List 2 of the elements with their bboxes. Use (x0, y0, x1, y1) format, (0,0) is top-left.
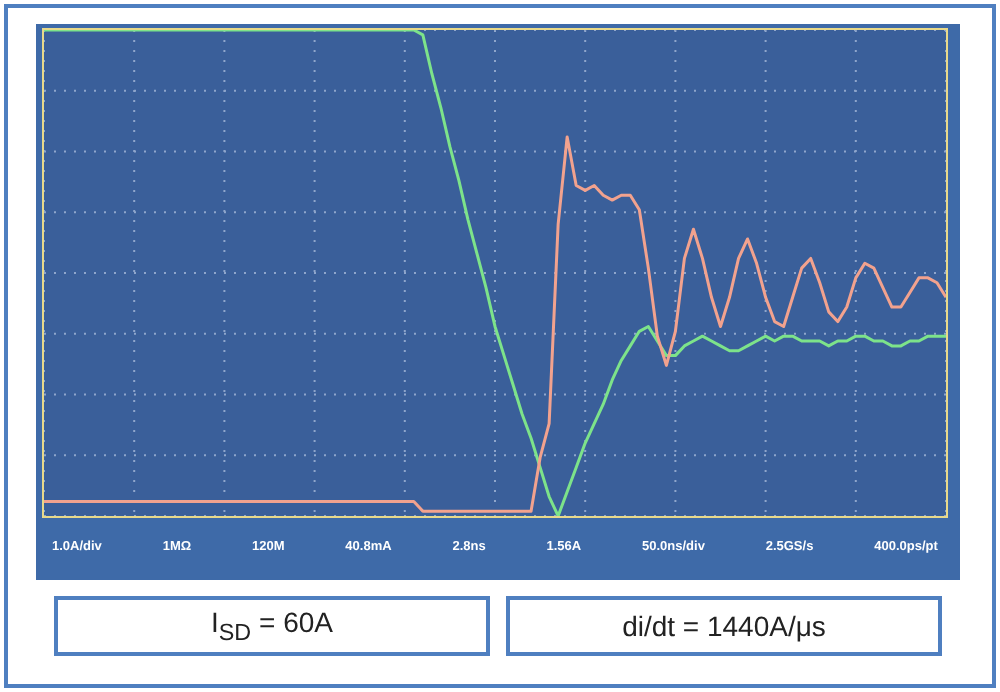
text: di/dt = 1440A/μs (622, 610, 826, 642)
text: I$_{SD}$ = 60A (211, 606, 333, 646)
